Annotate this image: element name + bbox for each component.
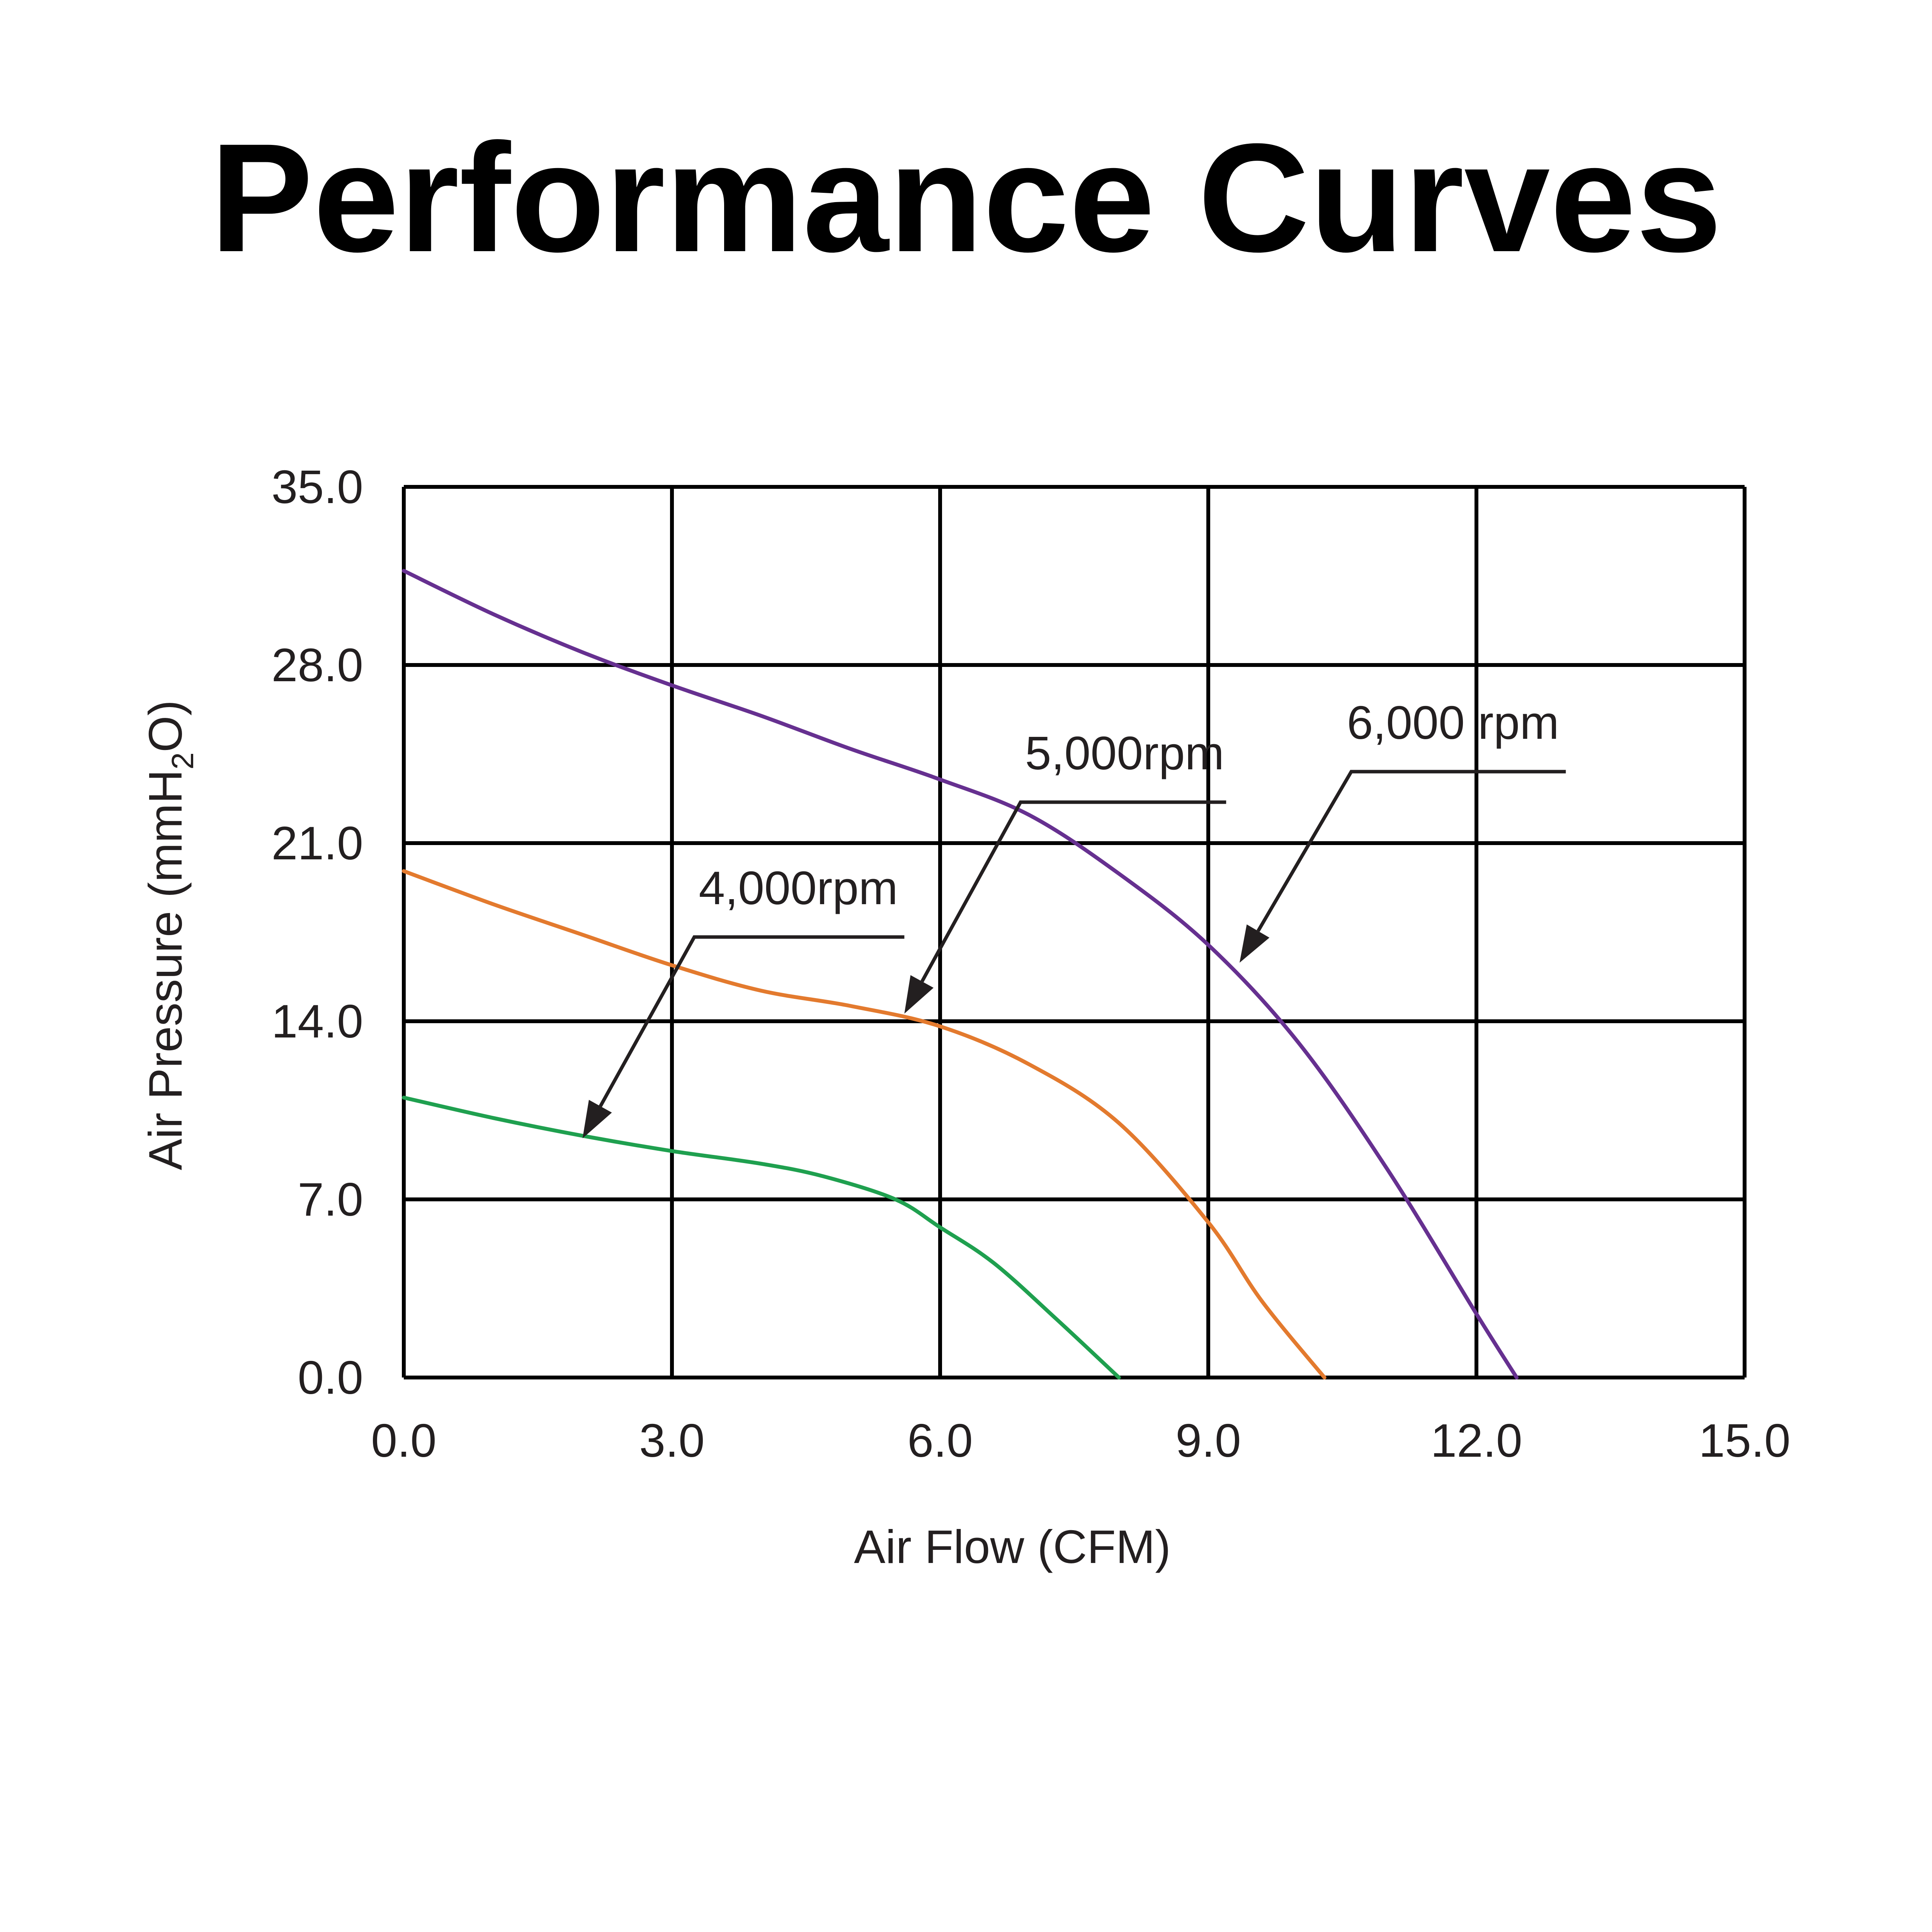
series-callout-arrowhead-0 bbox=[582, 1100, 612, 1138]
series-label-1: 5,000rpm bbox=[1025, 727, 1224, 779]
series-callout-line-2 bbox=[1257, 770, 1566, 932]
series-label-0: 4,000rpm bbox=[699, 862, 898, 914]
chart-grid bbox=[402, 485, 1747, 1379]
y-tick-label: 0.0 bbox=[298, 1351, 363, 1404]
series-callout-line-0 bbox=[599, 935, 905, 1107]
x-tick-label: 12.0 bbox=[1430, 1414, 1522, 1467]
series-line-0 bbox=[402, 1095, 1121, 1379]
y-axis-title-subscript: 2 bbox=[165, 752, 200, 770]
x-tick-label: 6.0 bbox=[907, 1414, 973, 1467]
y-axis-title-suffix: O) bbox=[139, 700, 192, 752]
y-tick-label: 14.0 bbox=[272, 995, 363, 1048]
y-tick-label: 28.0 bbox=[272, 639, 363, 691]
series-line-2 bbox=[402, 569, 1519, 1379]
series-callout-arrowhead-1 bbox=[904, 975, 934, 1014]
series-callout-arrowhead-2 bbox=[1239, 924, 1270, 963]
x-axis-title: Air Flow (CFM) bbox=[854, 1520, 1171, 1573]
x-tick-label: 3.0 bbox=[639, 1414, 705, 1467]
y-axis-title: Air Pressure (mmH2O) bbox=[139, 700, 200, 1170]
y-tick-label: 35.0 bbox=[272, 461, 363, 513]
y-axis-title-main: Air Pressure (mmH bbox=[139, 769, 192, 1170]
y-tick-label: 21.0 bbox=[272, 817, 363, 869]
x-axis-ticks: 0.0 3.0 6.0 9.0 12.0 15.0 bbox=[371, 1414, 1791, 1467]
x-tick-label: 0.0 bbox=[371, 1414, 437, 1467]
chart-title: Performance Curves bbox=[210, 111, 1722, 284]
series-callout-line-1 bbox=[920, 800, 1226, 983]
series-label-2: 6,000 rpm bbox=[1347, 696, 1559, 749]
chart-series bbox=[402, 569, 1519, 1379]
x-tick-label: 15.0 bbox=[1699, 1414, 1790, 1467]
series-line-1 bbox=[402, 869, 1327, 1379]
y-tick-label: 7.0 bbox=[298, 1173, 363, 1226]
series-callouts: 4,000rpm 5,000rpm 6,000 rpm bbox=[582, 696, 1566, 1138]
y-axis-ticks: 0.0 7.0 14.0 21.0 28.0 35.0 bbox=[272, 461, 363, 1404]
x-tick-label: 9.0 bbox=[1175, 1414, 1241, 1467]
